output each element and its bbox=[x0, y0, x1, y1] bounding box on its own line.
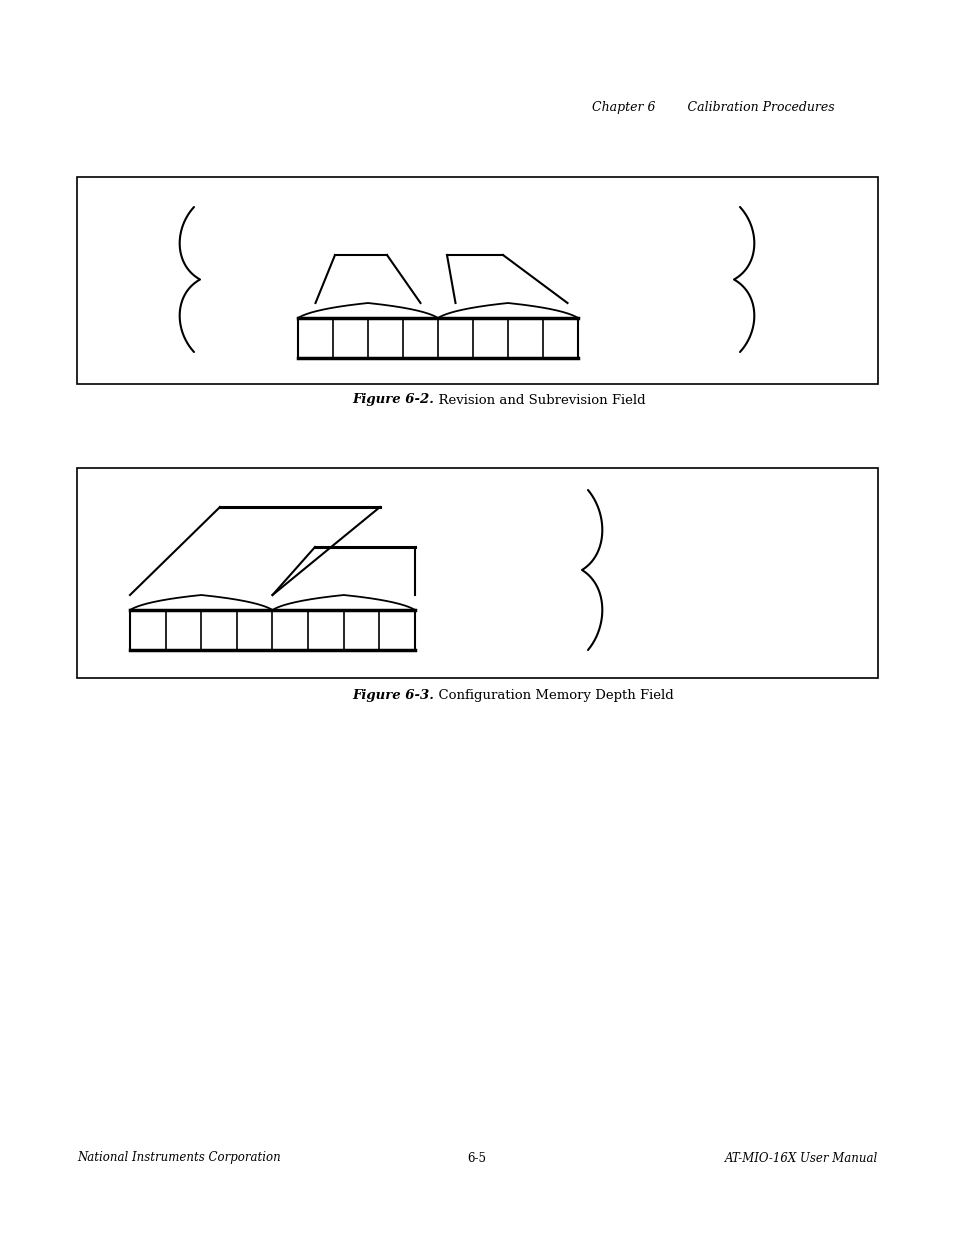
Text: Configuration Memory Depth Field: Configuration Memory Depth Field bbox=[430, 688, 673, 701]
Text: Chapter 6        Calibration Procedures: Chapter 6 Calibration Procedures bbox=[592, 101, 834, 115]
Text: Revision and Subrevision Field: Revision and Subrevision Field bbox=[430, 394, 645, 406]
Text: 6-5: 6-5 bbox=[467, 1151, 486, 1165]
Text: Figure 6-3.: Figure 6-3. bbox=[352, 688, 434, 701]
Text: National Instruments Corporation: National Instruments Corporation bbox=[77, 1151, 280, 1165]
Text: Figure 6-2.: Figure 6-2. bbox=[352, 394, 434, 406]
Bar bbox=[77, 468, 877, 678]
Text: AT-MIO-16X User Manual: AT-MIO-16X User Manual bbox=[724, 1151, 877, 1165]
Bar bbox=[77, 177, 877, 384]
